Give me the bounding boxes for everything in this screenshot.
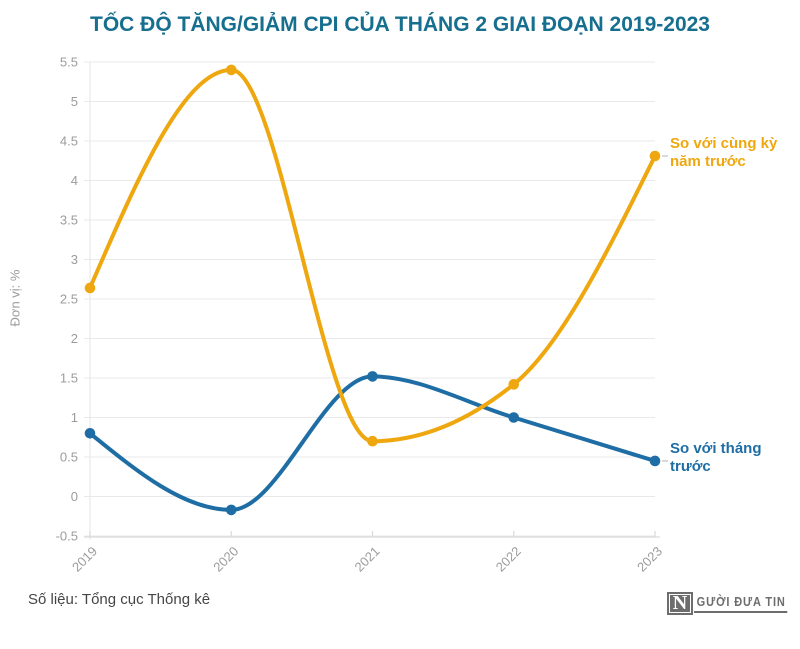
logo-n-box: N bbox=[667, 592, 693, 615]
data-point-mom-2020 bbox=[225, 504, 237, 516]
y-tick-label: 3.5 bbox=[60, 213, 78, 228]
y-tick-label: 1.5 bbox=[60, 371, 78, 386]
y-tick-label: 4.5 bbox=[60, 134, 78, 149]
x-tick-label: 2019 bbox=[69, 544, 100, 575]
x-tick-label: 2023 bbox=[634, 544, 665, 575]
x-tick-label: 2021 bbox=[352, 544, 383, 575]
y-tick-label: -0.5 bbox=[56, 529, 78, 544]
series-line-yoy bbox=[88, 67, 657, 444]
series-label-mom-line1: So với tháng bbox=[670, 439, 762, 457]
logo-name: GƯỜI ĐƯA TIN bbox=[694, 592, 788, 613]
y-tick-label: 2 bbox=[71, 331, 78, 346]
data-point-yoy-2020 bbox=[225, 64, 237, 76]
source-note: Số liệu: Tổng cục Thống kê bbox=[28, 591, 211, 608]
publisher-logo: N GƯỜI ĐƯA TIN bbox=[667, 592, 800, 615]
series-label-mom-line2: trước bbox=[670, 457, 711, 475]
chart-title: TỐC ĐỘ TĂNG/GIẢM CPI CỦA THÁNG 2 GIAI ĐO… bbox=[90, 13, 710, 36]
data-point-yoy-2022 bbox=[508, 379, 520, 390]
y-tick-label: 4 bbox=[71, 173, 78, 188]
data-point-mom-2019 bbox=[84, 428, 96, 439]
y-tick-label: 3 bbox=[71, 252, 78, 267]
y-tick-label: 5.5 bbox=[60, 55, 78, 70]
data-point-yoy-2019 bbox=[84, 282, 96, 294]
series-label-yoy-line1: So với cùng kỳ bbox=[670, 135, 778, 152]
data-point-mom-2022 bbox=[508, 412, 520, 423]
y-tick-label: 2.5 bbox=[60, 292, 78, 307]
x-tick-label: 2020 bbox=[210, 544, 241, 575]
data-point-yoy-2023 bbox=[649, 150, 661, 162]
data-point-mom-2021 bbox=[367, 371, 378, 382]
series-label-mom: So với tháng trước bbox=[670, 440, 762, 476]
series-label-yoy-line2: năm trước bbox=[670, 153, 746, 170]
y-tick-label: 0.5 bbox=[60, 450, 78, 465]
series-label-yoy: So với cùng kỳ năm trước bbox=[670, 135, 777, 171]
y-tick-label: 0 bbox=[71, 489, 78, 504]
data-point-yoy-2021 bbox=[367, 435, 378, 447]
x-tick-label: 2022 bbox=[493, 544, 524, 575]
data-point-mom-2023 bbox=[649, 455, 661, 467]
y-tick-label: 5 bbox=[71, 94, 78, 109]
y-tick-label: 1 bbox=[71, 410, 78, 425]
